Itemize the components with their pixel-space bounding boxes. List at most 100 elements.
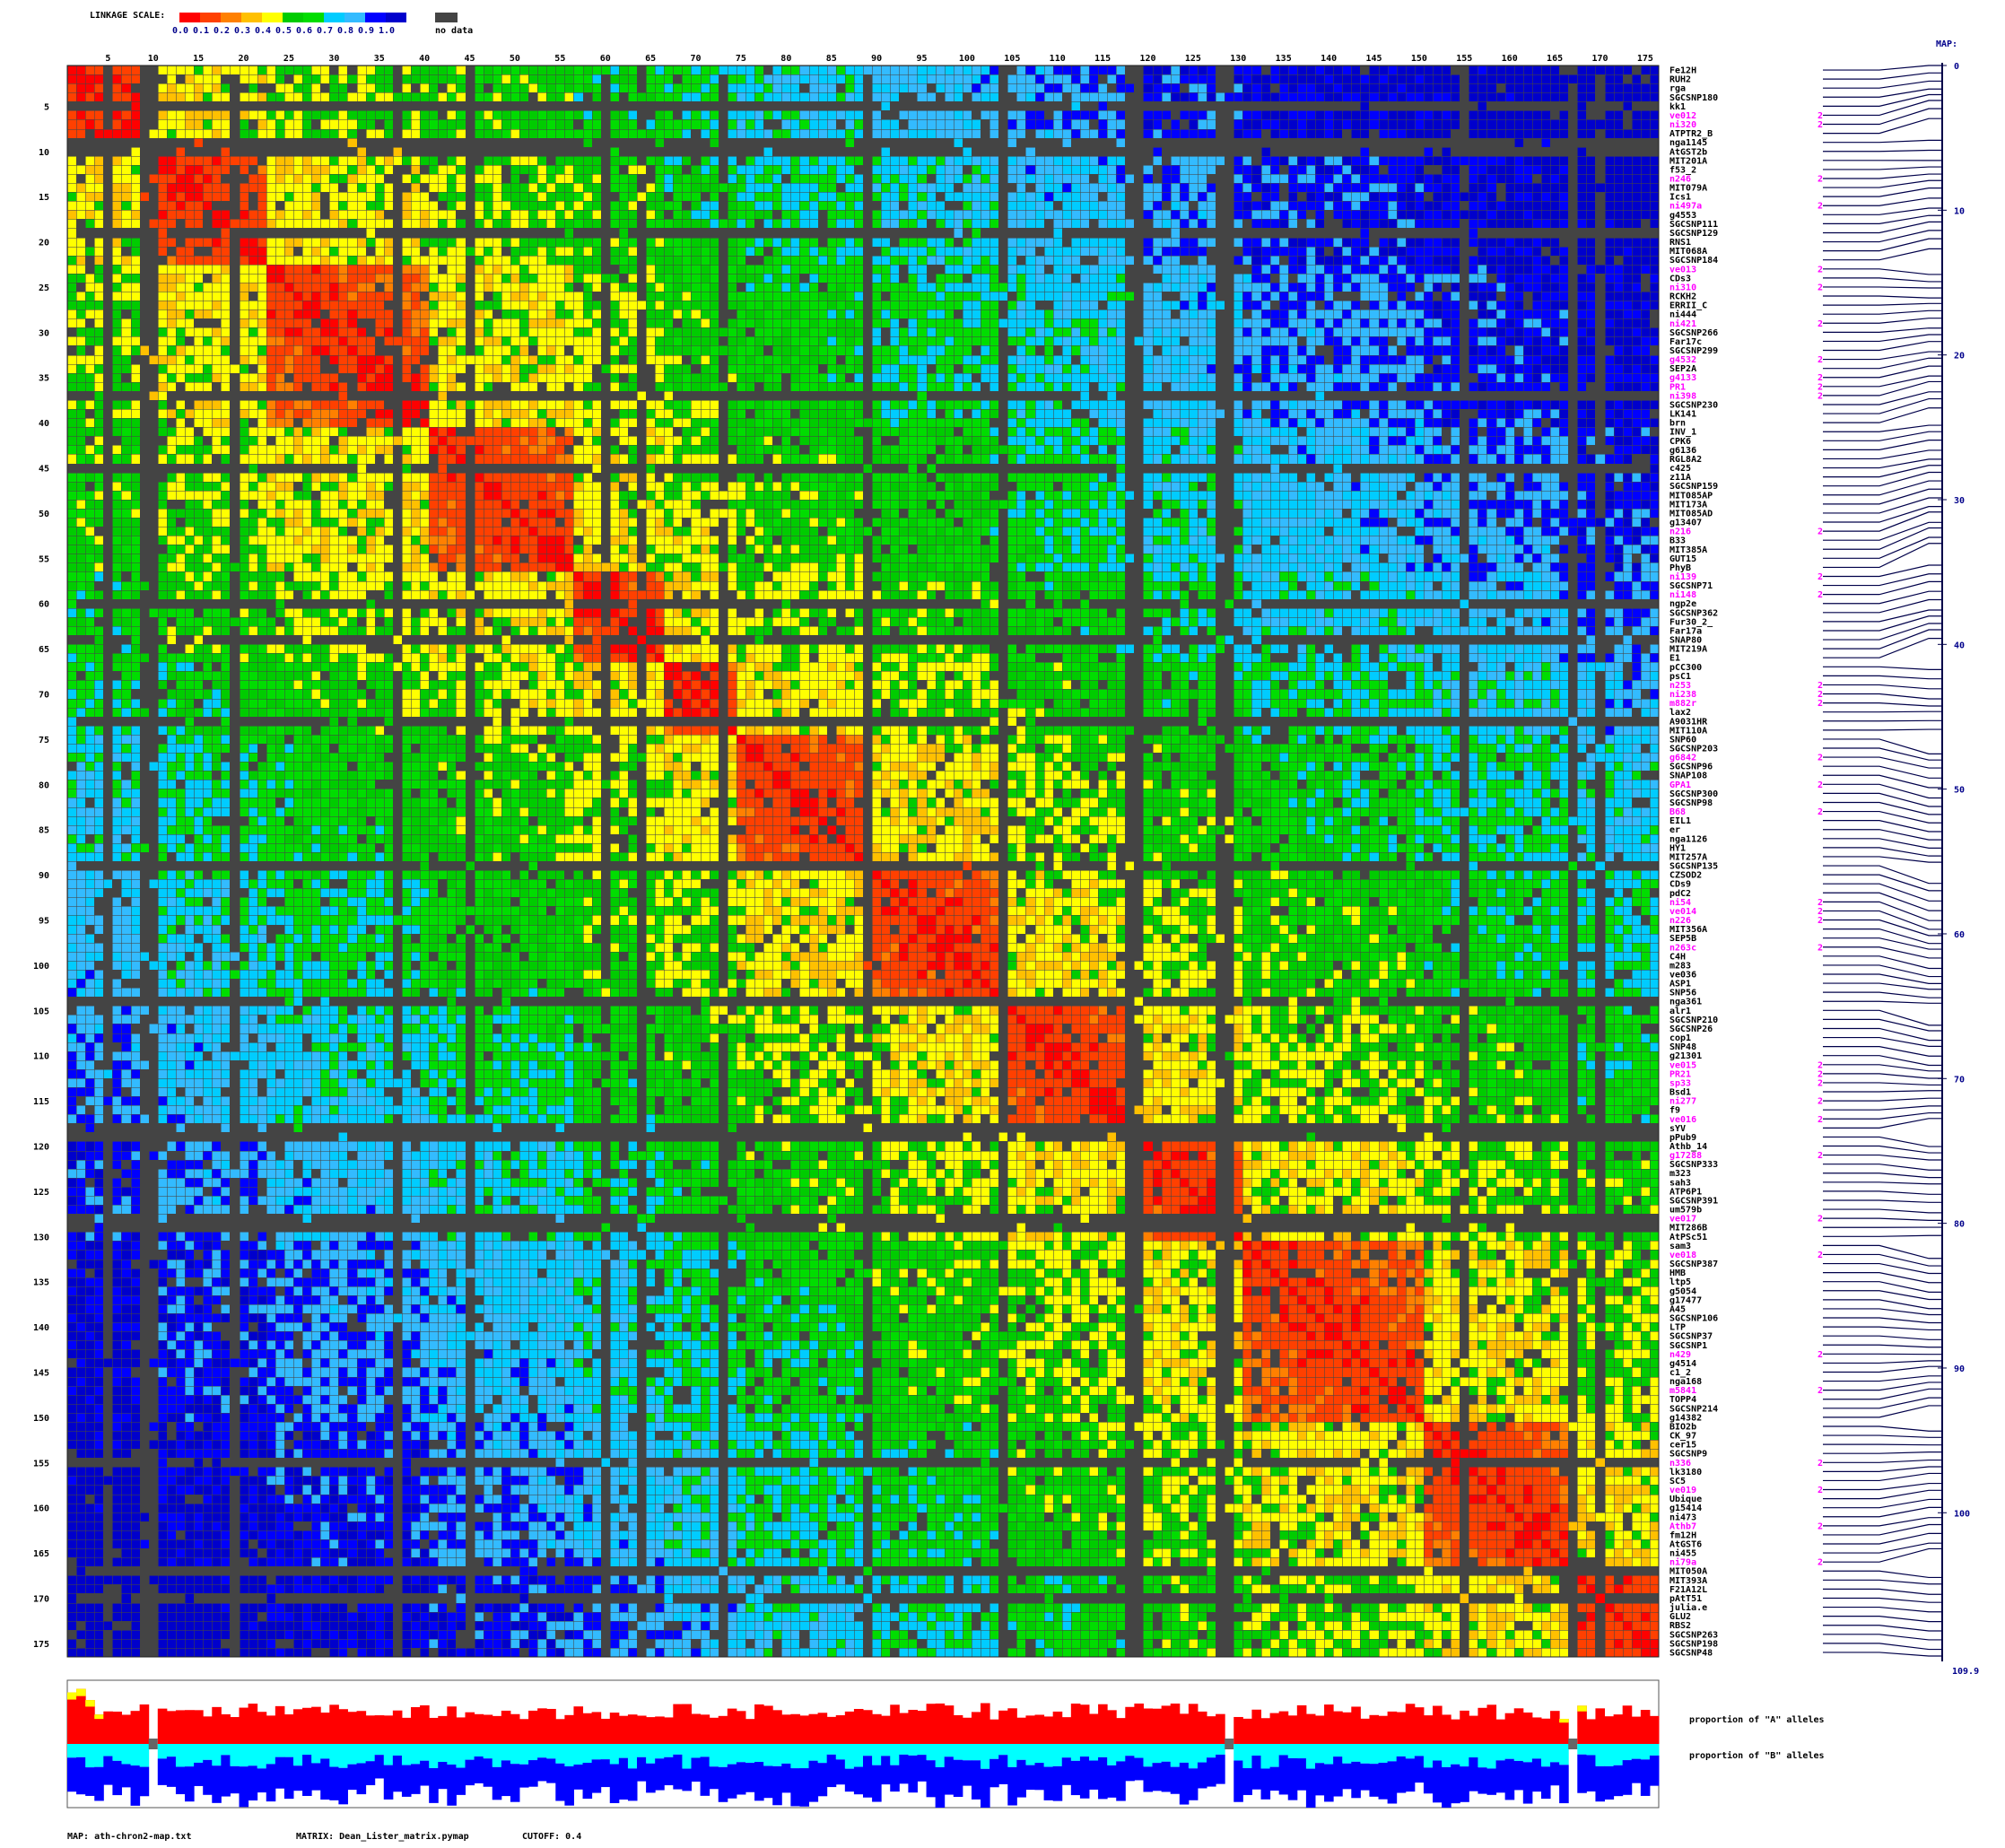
legend-swatch	[179, 13, 200, 22]
allele-b-bar	[1559, 1765, 1569, 1804]
map-connector	[1823, 1253, 1942, 1267]
allele-h-bar	[1550, 1744, 1560, 1763]
allele-a-bar	[655, 1716, 665, 1744]
allele-a-bar	[618, 1715, 629, 1744]
marker-label: RBS2	[1669, 1621, 1691, 1631]
map-connector	[1823, 615, 1942, 632]
legend-tick-label: 1.0	[379, 26, 395, 36]
x-axis-ticks: 5 10 15 20 25 30 35 40 45 50 55 60 65 70 75 80 85 90 95 100…	[105, 54, 1653, 64]
allele-h-bar	[1260, 1744, 1271, 1769]
allele-h-bar	[121, 1744, 132, 1765]
marker-label: ni277	[1669, 1096, 1696, 1107]
allele-a-bar	[1152, 1708, 1163, 1744]
map-connector	[1823, 108, 1942, 126]
y-tick-label: 10	[39, 148, 49, 158]
allele-b-bar	[311, 1763, 321, 1791]
allele-a-bar	[1061, 1717, 1072, 1744]
marker-label: SGCSNP266	[1669, 328, 1718, 338]
allele-b-bar	[1333, 1756, 1343, 1797]
allele-a-bar	[1460, 1710, 1469, 1744]
marker-label: CDs3	[1669, 274, 1691, 283]
allele-a-bar	[166, 1711, 177, 1744]
allele-a-bar	[863, 1710, 873, 1744]
allele-a-bar	[338, 1709, 348, 1744]
map-flag: 2	[1818, 355, 1823, 365]
map-connector	[1823, 1375, 1942, 1382]
marker-label: kk1	[1669, 102, 1686, 112]
allele-a-bar	[772, 1710, 782, 1744]
allele-h-bar	[1025, 1744, 1036, 1765]
y-tick-label: 150	[33, 1414, 49, 1424]
map-connector	[1823, 440, 1942, 450]
marker-label: pPub9	[1669, 1133, 1696, 1143]
allele-a-bar	[646, 1717, 656, 1744]
allele-a-bar	[817, 1713, 828, 1744]
footer-map: MAP: ath-chron2-map.txt	[67, 1832, 191, 1842]
allele-a-bar	[1043, 1716, 1054, 1744]
marker-label: C4H	[1669, 952, 1686, 962]
map-connector	[1823, 684, 1942, 690]
map-connector	[1823, 955, 1942, 970]
allele-h-bar	[853, 1744, 864, 1767]
map-connector	[1823, 810, 1942, 824]
allele-b-bar	[1631, 1758, 1642, 1783]
y-tick-label: 135	[33, 1278, 49, 1288]
allele-b-bar	[853, 1766, 864, 1795]
map-connector	[1823, 590, 1942, 605]
map-flag: 2	[1818, 283, 1823, 292]
allele-b-bar	[1540, 1766, 1551, 1800]
y-tick-label: 25	[39, 283, 49, 293]
map-connector	[1823, 609, 1942, 623]
allele-b-bar	[283, 1756, 294, 1800]
allele-a-bar	[745, 1719, 755, 1744]
map-connector	[1823, 1616, 1942, 1623]
legend-swatch	[262, 13, 283, 22]
allele-h-bar	[691, 1744, 702, 1758]
allele-a-bar	[1540, 1718, 1551, 1744]
marker-labels: Fe12HRUH2rgaSGCSNP180kk1ve012ni320ATPTR2…	[1669, 66, 1718, 1659]
allele-missing-bar	[1577, 1705, 1587, 1712]
allele-b-bar	[1451, 1764, 1460, 1804]
map-connector	[1823, 1547, 1942, 1563]
map-connector	[1823, 197, 1942, 206]
allele-a-bar	[881, 1715, 891, 1744]
allele-a-bar	[546, 1708, 556, 1744]
allele-b-bar	[1260, 1768, 1271, 1800]
allele-a-bar	[411, 1706, 421, 1744]
marker-label: RUH2	[1669, 75, 1691, 85]
allele-bars	[67, 1688, 1660, 1808]
map-flag: 2	[1818, 699, 1823, 709]
marker-label: RCKH2	[1669, 292, 1696, 302]
x-tick-label: 125	[1185, 54, 1201, 64]
marker-label: sYV	[1669, 1124, 1686, 1134]
allele-h-bar	[383, 1744, 394, 1765]
allele-h-bar	[844, 1744, 855, 1769]
allele-b-bar	[718, 1766, 728, 1802]
allele-b-bar	[745, 1763, 755, 1792]
allele-h-bar	[944, 1744, 955, 1757]
allele-b-bar	[203, 1759, 213, 1795]
allele-h-bar	[1125, 1744, 1135, 1756]
allele-a-bar	[203, 1716, 213, 1744]
map-flag: 2	[1818, 1459, 1823, 1469]
allele-b-bar	[1098, 1756, 1108, 1800]
allele-a-bar	[1495, 1719, 1506, 1744]
marker-label: SGCSNP98	[1669, 798, 1713, 808]
allele-h-bar	[727, 1744, 737, 1765]
allele-h-bar	[474, 1744, 484, 1756]
map-connector	[1823, 1073, 1942, 1079]
allele-h-bar	[1442, 1744, 1451, 1767]
allele-h-bar	[790, 1744, 800, 1769]
map-connector	[1823, 1489, 1942, 1500]
marker-label: MIT201A	[1669, 156, 1707, 166]
map-connector	[1823, 238, 1942, 252]
allele-b-bar	[772, 1765, 782, 1806]
map-connector	[1823, 623, 1942, 641]
allele-h-bar	[1504, 1744, 1515, 1759]
allele-h-bar	[1070, 1744, 1081, 1761]
marker-label: ve019	[1669, 1486, 1696, 1495]
allele-a-bar	[447, 1706, 457, 1744]
allele-b-bar	[555, 1763, 565, 1801]
map-connector	[1823, 774, 1942, 789]
allele-h-bar	[1405, 1744, 1416, 1759]
